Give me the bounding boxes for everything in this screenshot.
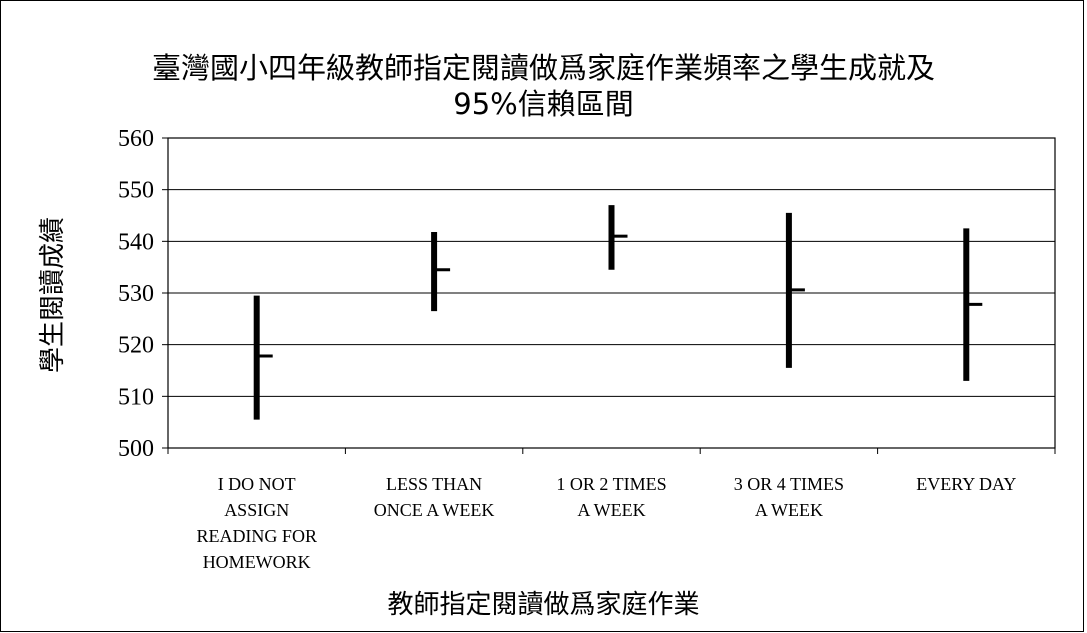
x-tick-label-line: ONCE A WEEK	[374, 500, 495, 520]
x-tick-label-line: A WEEK	[755, 500, 823, 520]
chart-title: 臺灣國小四年級教師指定閱讀做爲家庭作業頻率之學生成就及	[151, 51, 935, 85]
y-tick-label: 560	[118, 126, 154, 152]
x-tick-label: LESS THAN ONCE A WEEK	[374, 474, 495, 520]
x-tick-label-line: ASSIGN	[224, 500, 289, 520]
y-tick-label: 550	[118, 178, 154, 204]
y-tick-label: 530	[118, 281, 154, 307]
y-tick-label: 510	[118, 384, 154, 410]
y-tick-label: 500	[118, 436, 154, 462]
chart-subtitle: 95%信賴區間	[453, 87, 634, 121]
x-tick-label: EVERY DAY	[916, 474, 1016, 494]
y-tick-label: 540	[118, 229, 154, 255]
x-tick-label-line: A WEEK	[577, 500, 645, 520]
x-tick-label-line: READING FOR	[196, 526, 317, 546]
x-tick-label-line: 3 OR 4 TIMES	[734, 474, 844, 494]
x-tick-label: I DO NOT ASSIGN READING FOR HOMEWORK	[196, 474, 317, 572]
x-tick-label-line: LESS THAN	[386, 474, 482, 494]
y-tick-label: 520	[118, 333, 154, 359]
x-tick-label-line: I DO NOT	[218, 474, 296, 494]
x-tick-label-line: EVERY DAY	[916, 474, 1016, 494]
x-tick-label-line: HOMEWORK	[203, 552, 311, 572]
x-axis-label: 教師指定閱讀做爲家庭作業	[387, 590, 700, 620]
x-tick-label-line: 1 OR 2 TIMES	[556, 474, 666, 494]
x-tick-label: 3 OR 4 TIMES A WEEK	[734, 474, 844, 520]
x-tick-label: 1 OR 2 TIMES A WEEK	[556, 474, 666, 520]
y-axis-label: 學生閱讀成績	[38, 216, 68, 374]
